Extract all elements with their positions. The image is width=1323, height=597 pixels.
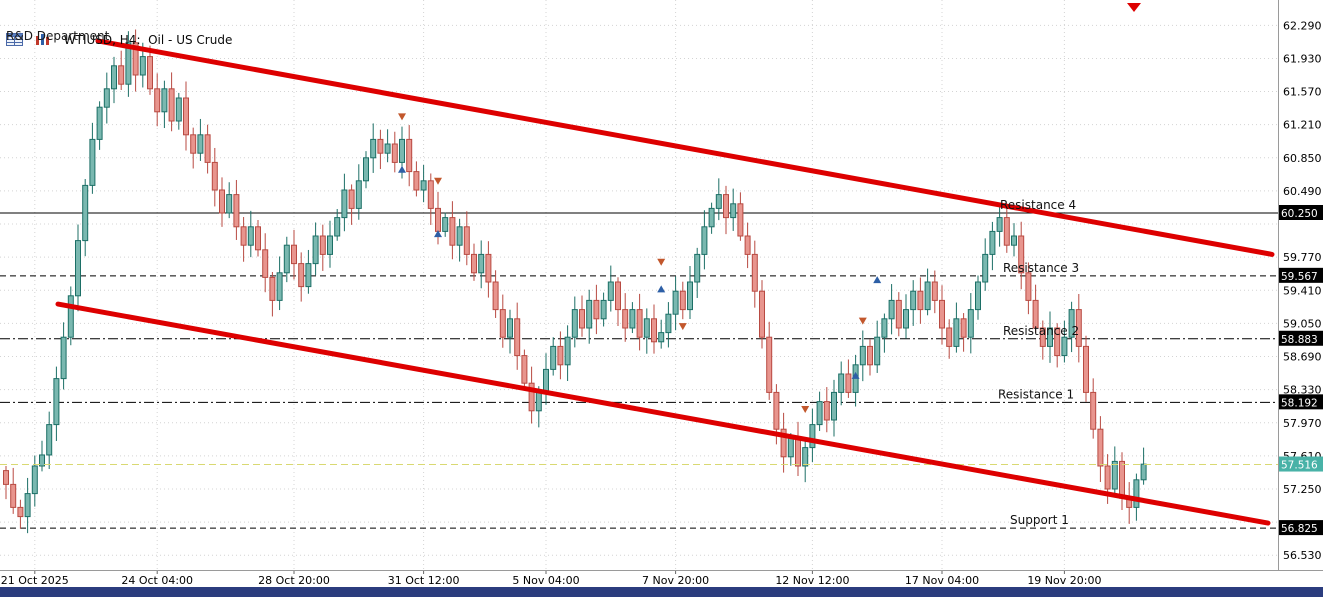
svg-text:60.250: 60.250 xyxy=(1281,208,1318,220)
signal-markers xyxy=(398,113,882,413)
upper-trendline xyxy=(95,38,1275,257)
svg-text:Resistance 3: Resistance 3 xyxy=(1003,261,1079,275)
price-badge xyxy=(1279,394,1323,410)
svg-text:28 Oct 20:00: 28 Oct 20:00 xyxy=(258,574,330,587)
svg-text:17 Nov 04:00: 17 Nov 04:00 xyxy=(905,574,979,587)
svg-text:61.210: 61.210 xyxy=(1283,119,1322,132)
svg-text:Resistance 4: Resistance 4 xyxy=(1000,198,1076,212)
price-badge xyxy=(1279,205,1323,220)
chart-title: WTIUSD, H4: Oil - US Crude xyxy=(63,32,233,47)
buy-arrow-icon xyxy=(851,371,860,379)
sell-arrow-icon xyxy=(678,323,687,331)
svg-text:61.930: 61.930 xyxy=(1283,52,1322,65)
buy-arrow-icon xyxy=(434,230,442,238)
gridlines xyxy=(0,0,1278,570)
svg-text:59.410: 59.410 xyxy=(1283,284,1322,297)
svg-text:57.250: 57.250 xyxy=(1283,483,1322,496)
sell-arrow-icon xyxy=(398,113,406,121)
svg-text:24 Oct 04:00: 24 Oct 04:00 xyxy=(121,574,193,587)
price-badge xyxy=(1279,520,1323,536)
svg-text:56.530: 56.530 xyxy=(1283,549,1322,562)
svg-text:21 Oct 2025: 21 Oct 2025 xyxy=(1,574,69,587)
svg-text:12 Nov 12:00: 12 Nov 12:00 xyxy=(775,574,849,587)
svg-text:58.192: 58.192 xyxy=(1281,397,1318,409)
price-badge xyxy=(1279,267,1323,283)
time-axis: 21 Oct 2025 24 Oct 04:00 28 Oct 20:00 31 Oc… xyxy=(1,570,1101,587)
svg-text:58.330: 58.330 xyxy=(1283,384,1322,397)
svg-text:60.850: 60.850 xyxy=(1283,152,1322,165)
level-labels: Resistance 4 Resistance 3 Resistance 2 Resi… xyxy=(998,198,1079,527)
svg-text:60.490: 60.490 xyxy=(1283,185,1322,198)
trend-channel[interactable] xyxy=(55,38,1275,526)
svg-text:Resistance 1: Resistance 1 xyxy=(998,387,1074,401)
sell-arrow-icon xyxy=(434,177,442,185)
bar-chart-icon[interactable] xyxy=(35,5,58,74)
sell-arrow-icon xyxy=(858,317,867,325)
svg-text:5 Nov 04:00: 5 Nov 04:00 xyxy=(512,574,579,587)
chart-title-area: WTIUSD, H4: Oil - US Crude xyxy=(6,5,232,74)
red-triangle-marker[interactable] xyxy=(1127,3,1141,12)
price-badge xyxy=(1279,330,1323,346)
svg-text:19 Nov 20:00: 19 Nov 20:00 xyxy=(1027,574,1101,587)
svg-text:58.690: 58.690 xyxy=(1283,351,1322,364)
buy-arrow-icon xyxy=(873,276,882,284)
svg-text:59.050: 59.050 xyxy=(1283,317,1322,330)
candlesticks[interactable] xyxy=(3,29,1147,534)
svg-text:59.567: 59.567 xyxy=(1281,271,1318,283)
sell-arrow-icon xyxy=(657,258,666,266)
svg-text:61.570: 61.570 xyxy=(1283,86,1322,99)
svg-text:56.825: 56.825 xyxy=(1281,523,1318,535)
svg-text:Resistance 2: Resistance 2 xyxy=(1003,324,1079,338)
buy-arrow-icon xyxy=(657,285,666,293)
data-window-icon[interactable] xyxy=(6,5,29,74)
sell-arrow-icon xyxy=(801,405,810,413)
price-axis: 62.290 61.930 61.570 61.210 60.850 60.490 59.7… xyxy=(1279,19,1323,562)
svg-text:62.290: 62.290 xyxy=(1283,19,1322,32)
svg-text:59.770: 59.770 xyxy=(1283,251,1322,264)
watermark-label: R&D Department xyxy=(6,29,110,43)
svg-text:58.883: 58.883 xyxy=(1281,334,1318,346)
svg-text:Support 1: Support 1 xyxy=(1010,513,1069,527)
buy-arrow-icon xyxy=(398,165,406,173)
svg-text:57.516: 57.516 xyxy=(1281,460,1318,472)
lower-trendline xyxy=(55,301,1271,526)
svg-text:31 Oct 12:00: 31 Oct 12:00 xyxy=(388,574,460,587)
status-bar xyxy=(0,587,1323,597)
svg-text:57.970: 57.970 xyxy=(1283,417,1322,430)
svg-text:7 Nov 20:00: 7 Nov 20:00 xyxy=(642,574,709,587)
price-badge xyxy=(1279,456,1323,472)
